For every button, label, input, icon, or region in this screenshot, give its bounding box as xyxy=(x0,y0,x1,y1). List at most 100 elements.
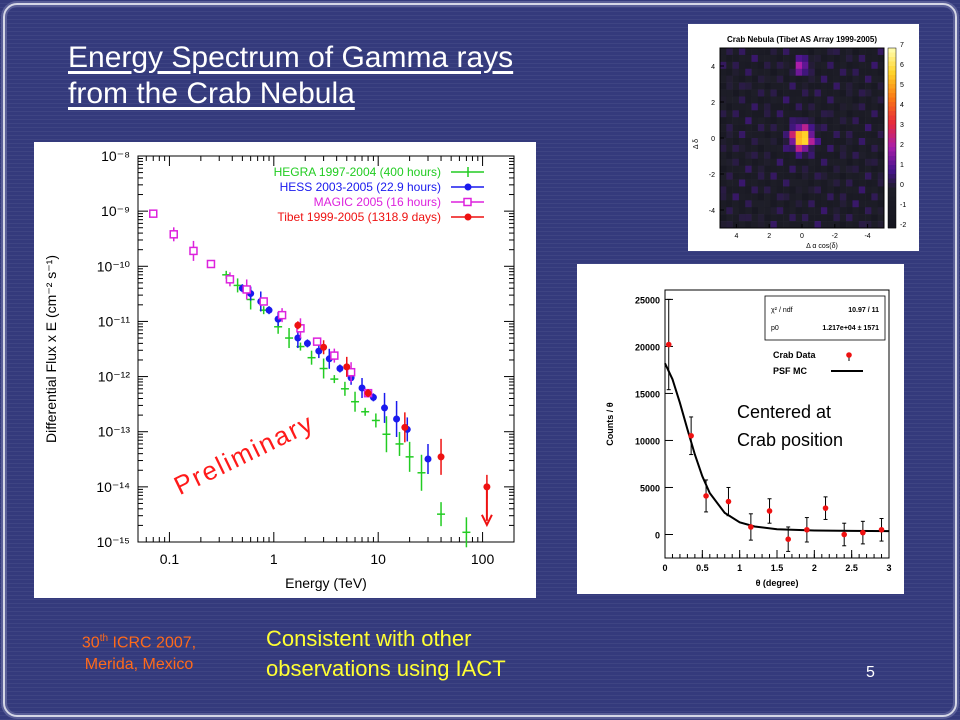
skymap-cell xyxy=(726,186,733,194)
skymap-cell xyxy=(776,200,784,208)
skymap-cell xyxy=(770,96,778,104)
skymap-cell xyxy=(871,48,878,56)
skymap-cell xyxy=(820,172,828,180)
skymap-cell xyxy=(764,103,771,111)
skymap-cell xyxy=(789,75,796,83)
skymap-cell xyxy=(732,158,740,166)
skymap-cell xyxy=(770,193,778,201)
skymap-cell xyxy=(789,221,796,229)
skymap-cell xyxy=(789,158,796,166)
crab-data-point xyxy=(822,505,829,511)
colorbar-segment xyxy=(888,151,896,157)
legend-crab-data: Crab Data xyxy=(773,350,817,360)
skymap-cell xyxy=(865,48,872,56)
stats-chi2-value: 10.97 / 11 xyxy=(848,307,879,314)
colorbar-segment xyxy=(888,183,896,188)
skymap-cell xyxy=(820,179,828,187)
consistency-line-2: observations using IACT xyxy=(266,656,506,681)
skymap-cell xyxy=(808,207,815,215)
skymap-cell xyxy=(795,117,803,125)
conference-label: 30th ICRC 2007, Merida, Mexico xyxy=(54,628,224,676)
skymap-cell xyxy=(738,48,746,56)
skymap-cell xyxy=(789,207,796,215)
skymap-cell xyxy=(789,54,796,63)
skymap-cell xyxy=(839,179,847,187)
skymap-cell xyxy=(764,138,771,146)
skymap-cell xyxy=(814,138,822,146)
skymap-cell xyxy=(764,48,771,56)
theta-distribution-chart: 0 0.5 1 1.5 2 2.5 3 θ (degree) 0 5000 10000 15000 20… xyxy=(577,264,904,594)
y-tick-label: 10⁻¹³ xyxy=(98,424,131,440)
skymap-cell xyxy=(783,89,790,97)
skymap-cell xyxy=(871,103,878,111)
annotation-background xyxy=(735,398,875,454)
skymap-cell xyxy=(789,48,796,56)
skymap-x-tick-label: 4 xyxy=(734,233,738,240)
skymap-cell xyxy=(820,61,828,70)
skymap-cell xyxy=(865,75,872,83)
crab-data-point xyxy=(665,341,672,348)
skymap-cell xyxy=(757,48,765,56)
skymap-cell xyxy=(783,131,790,139)
skymap-cell xyxy=(839,151,847,160)
skymap-cell xyxy=(726,103,733,111)
skymap-cell xyxy=(720,200,727,208)
skymap-cell xyxy=(776,117,784,125)
skymap-cell xyxy=(770,165,778,173)
skymap-cell xyxy=(827,200,834,208)
skymap-cell xyxy=(764,68,771,76)
skymap-cell xyxy=(726,207,733,215)
skymap-cell xyxy=(789,214,796,222)
skymap-cell xyxy=(865,96,872,104)
skymap-cell xyxy=(833,207,841,215)
skymap-cell xyxy=(802,172,809,180)
icrc-rest: ICRC 2007, xyxy=(108,634,197,652)
skymap-cell xyxy=(852,110,860,118)
skymap-cell xyxy=(865,193,872,201)
skymap-cell xyxy=(764,207,771,215)
skymap-cell xyxy=(839,214,847,222)
skymap-cell xyxy=(808,68,815,76)
tibet-point xyxy=(401,423,409,431)
colorbar-segment xyxy=(888,57,896,62)
skymap-cell xyxy=(865,138,872,146)
skymap-cell xyxy=(852,172,860,180)
skymap-cell xyxy=(783,54,790,63)
skymap-cell xyxy=(877,207,885,215)
x-axis-label: Energy (TeV) xyxy=(285,575,367,591)
skymap-cell xyxy=(726,158,733,166)
skymap-cell xyxy=(757,207,765,215)
y-tick-label: 10⁻⁹ xyxy=(101,203,130,219)
skymap-cell xyxy=(795,214,803,222)
skymap-cell xyxy=(839,172,847,180)
skymap-y-tick-label: 4 xyxy=(711,64,715,71)
theta-y-label: Counts / θ xyxy=(605,402,615,445)
skymap-cell xyxy=(783,82,790,90)
stats-p0-label: p0 xyxy=(771,325,779,332)
skymap-cell xyxy=(738,158,746,166)
skymap-cell xyxy=(858,103,866,111)
skymap-cell xyxy=(770,48,778,56)
colorbar-label: 3 xyxy=(900,122,904,129)
skymap-cell xyxy=(827,221,834,229)
skymap-cell xyxy=(751,54,759,63)
skymap-cell xyxy=(776,193,784,201)
skymap-cell xyxy=(776,110,784,118)
magic-point xyxy=(312,337,322,346)
skymap-cell xyxy=(770,124,778,132)
skymap-cell xyxy=(871,96,878,104)
theta-y-tick-label: 0 xyxy=(655,530,660,540)
slide-title: Energy Spectrum of Gamma rays from the C… xyxy=(68,40,513,112)
skymap-cell xyxy=(839,193,847,201)
skymap-cell xyxy=(808,75,815,83)
skymap-cell xyxy=(858,54,866,63)
colorbar-segment xyxy=(888,133,896,139)
skymap-cell xyxy=(751,214,759,222)
skymap-cell xyxy=(783,172,790,180)
skymap-cell xyxy=(732,103,740,111)
skymap-cell xyxy=(871,214,878,222)
skymap-cell xyxy=(770,110,778,118)
skymap-cell xyxy=(795,144,803,153)
skymap-cell xyxy=(839,103,847,111)
colorbar-segment xyxy=(888,160,896,166)
